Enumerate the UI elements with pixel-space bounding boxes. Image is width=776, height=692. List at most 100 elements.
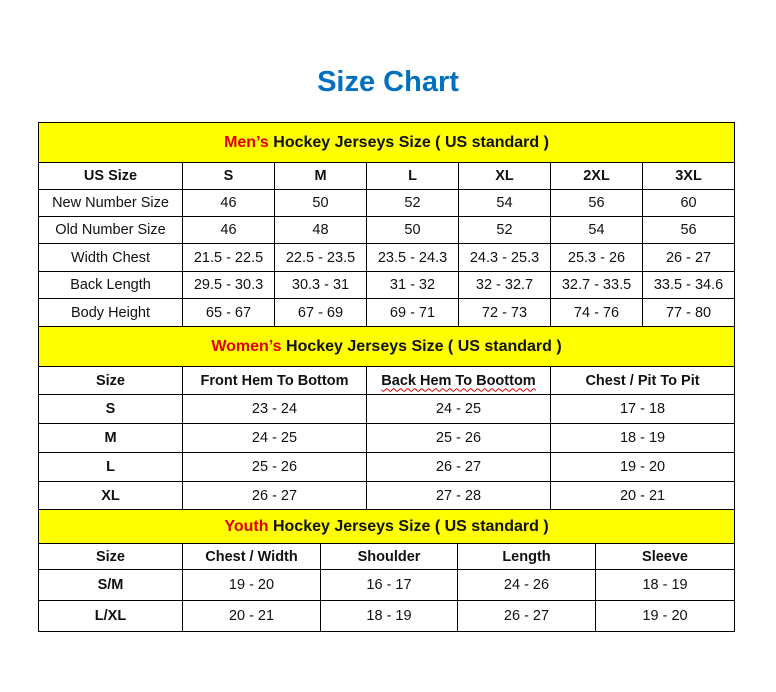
table-cell: 50 [366, 216, 459, 244]
table-cell: 23 - 24 [182, 394, 367, 424]
column-header: Size [38, 366, 183, 395]
table-cell: 52 [366, 189, 459, 217]
column-header: S [182, 162, 275, 190]
table-cell: 24 - 26 [457, 569, 596, 601]
table-cell: 31 - 32 [366, 271, 459, 299]
womens-section-header: Women’s Hockey Jerseys Size ( US standar… [37, 326, 736, 367]
table-cell: 25 - 26 [182, 452, 367, 482]
mens-section-header: Men’s Hockey Jerseys Size ( US standard … [37, 122, 736, 163]
row-label: Old Number Size [38, 216, 183, 244]
column-header: Back Hem To Boottom [366, 366, 551, 395]
section-header-text: Hockey Jerseys Size ( US standard ) [268, 517, 549, 535]
table-row: Old Number Size 46 48 50 52 54 56 [38, 216, 736, 244]
table-cell: 19 - 20 [594, 600, 736, 632]
table-row: New Number Size 46 50 52 54 56 60 [38, 189, 736, 217]
table-cell: 67 - 69 [274, 298, 367, 327]
column-header: US Size [38, 162, 183, 190]
column-header-row: Size Front Hem To Bottom Back Hem To Boott… [38, 366, 736, 395]
table-row: Body Height 65 - 67 67 - 69 69 - 71 72 - 73 7… [38, 298, 736, 327]
table-cell: 48 [274, 216, 367, 244]
table-cell: 32 - 32.7 [458, 271, 551, 299]
table-cell: 19 - 20 [182, 569, 321, 601]
column-header: Chest / Width [182, 543, 321, 570]
row-label: Body Height [38, 298, 183, 327]
table-cell: 24 - 25 [366, 394, 551, 424]
table-row: L 25 - 26 26 - 27 19 - 20 [38, 452, 736, 482]
table-cell: 24.3 - 25.3 [458, 243, 551, 272]
table-cell: 46 [182, 189, 275, 217]
table-cell: 54 [550, 216, 643, 244]
table-cell: 27 - 28 [366, 481, 551, 510]
row-label: Width Chest [38, 243, 183, 272]
table-cell: 56 [550, 189, 643, 217]
row-label: L/XL [38, 600, 183, 632]
youth-size-table: Youth Hockey Jerseys Size ( US standard … [37, 509, 736, 632]
table-cell: 26 - 27 [457, 600, 596, 632]
row-label: S [38, 394, 183, 424]
column-header: 2XL [550, 162, 643, 190]
table-cell: 16 - 17 [320, 569, 458, 601]
row-label: Back Length [38, 271, 183, 299]
table-row: L/XL 20 - 21 18 - 19 26 - 27 19 - 20 [38, 600, 736, 632]
mens-size-table: Men’s Hockey Jerseys Size ( US standard … [37, 122, 736, 327]
table-row: S/M 19 - 20 16 - 17 24 - 26 18 - 19 [38, 569, 736, 601]
table-row: M 24 - 25 25 - 26 18 - 19 [38, 423, 736, 453]
table-row: Width Chest 21.5 - 22.5 22.5 - 23.5 23.5 - … [38, 243, 736, 272]
table-cell: 22.5 - 23.5 [274, 243, 367, 272]
column-header: Shoulder [320, 543, 458, 570]
table-cell: 18 - 19 [320, 600, 458, 632]
table-cell: 21.5 - 22.5 [182, 243, 275, 272]
column-header: Chest / Pit To Pit [549, 366, 736, 395]
section-header-text: Hockey Jerseys Size ( US standard ) [268, 133, 549, 151]
table-row: S 23 - 24 24 - 25 17 - 18 [38, 394, 736, 424]
column-header: Sleeve [594, 543, 736, 570]
table-cell: 26 - 27 [641, 243, 736, 272]
table-cell: 24 - 25 [182, 423, 367, 453]
table-row: XL 26 - 27 27 - 28 20 - 21 [38, 481, 736, 510]
table-cell: 18 - 19 [549, 423, 736, 453]
column-header: Size [38, 543, 183, 570]
table-cell: 54 [458, 189, 551, 217]
section-header-highlight: Youth [224, 517, 269, 535]
row-label: M [38, 423, 183, 453]
row-label: XL [38, 481, 183, 510]
column-header: M [274, 162, 367, 190]
womens-size-table: Women’s Hockey Jerseys Size ( US standar… [37, 326, 736, 510]
table-cell: 19 - 20 [549, 452, 736, 482]
table-cell: 33.5 - 34.6 [641, 271, 736, 299]
table-cell: 17 - 18 [549, 394, 736, 424]
column-header: 3XL [641, 162, 736, 190]
table-cell: 50 [274, 189, 367, 217]
table-cell: 29.5 - 30.3 [182, 271, 275, 299]
table-cell: 26 - 27 [182, 481, 367, 510]
column-header: L [366, 162, 459, 190]
row-label: New Number Size [38, 189, 183, 217]
column-header-row: Size Chest / Width Shoulder Length Sleeve [38, 543, 736, 570]
table-cell: 69 - 71 [366, 298, 459, 327]
table-cell: 72 - 73 [458, 298, 551, 327]
table-cell: 30.3 - 31 [274, 271, 367, 299]
table-cell: 74 - 76 [550, 298, 643, 327]
table-cell: 65 - 67 [182, 298, 275, 327]
table-cell: 52 [458, 216, 551, 244]
page-title: Size Chart [317, 66, 459, 98]
column-header: XL [458, 162, 551, 190]
table-cell: 60 [641, 189, 736, 217]
table-cell: 32.7 - 33.5 [550, 271, 643, 299]
table-cell: 25.3 - 26 [550, 243, 643, 272]
table-cell: 46 [182, 216, 275, 244]
table-cell: 18 - 19 [594, 569, 736, 601]
youth-section-header: Youth Hockey Jerseys Size ( US standard … [37, 509, 736, 544]
section-header-text: Hockey Jerseys Size ( US standard ) [281, 337, 562, 355]
table-cell: 20 - 21 [549, 481, 736, 510]
section-header-highlight: Women’s [211, 337, 282, 355]
table-cell: 25 - 26 [366, 423, 551, 453]
section-header-highlight: Men’s [224, 133, 269, 151]
column-header: Front Hem To Bottom [182, 366, 367, 395]
column-header-row: US Size S M L XL 2XL 3XL [38, 162, 736, 190]
table-row: Back Length 29.5 - 30.3 30.3 - 31 31 - 32 32… [38, 271, 736, 299]
table-cell: 77 - 80 [641, 298, 736, 327]
row-label: S/M [38, 569, 183, 601]
table-cell: 20 - 21 [182, 600, 321, 632]
table-cell: 26 - 27 [366, 452, 551, 482]
